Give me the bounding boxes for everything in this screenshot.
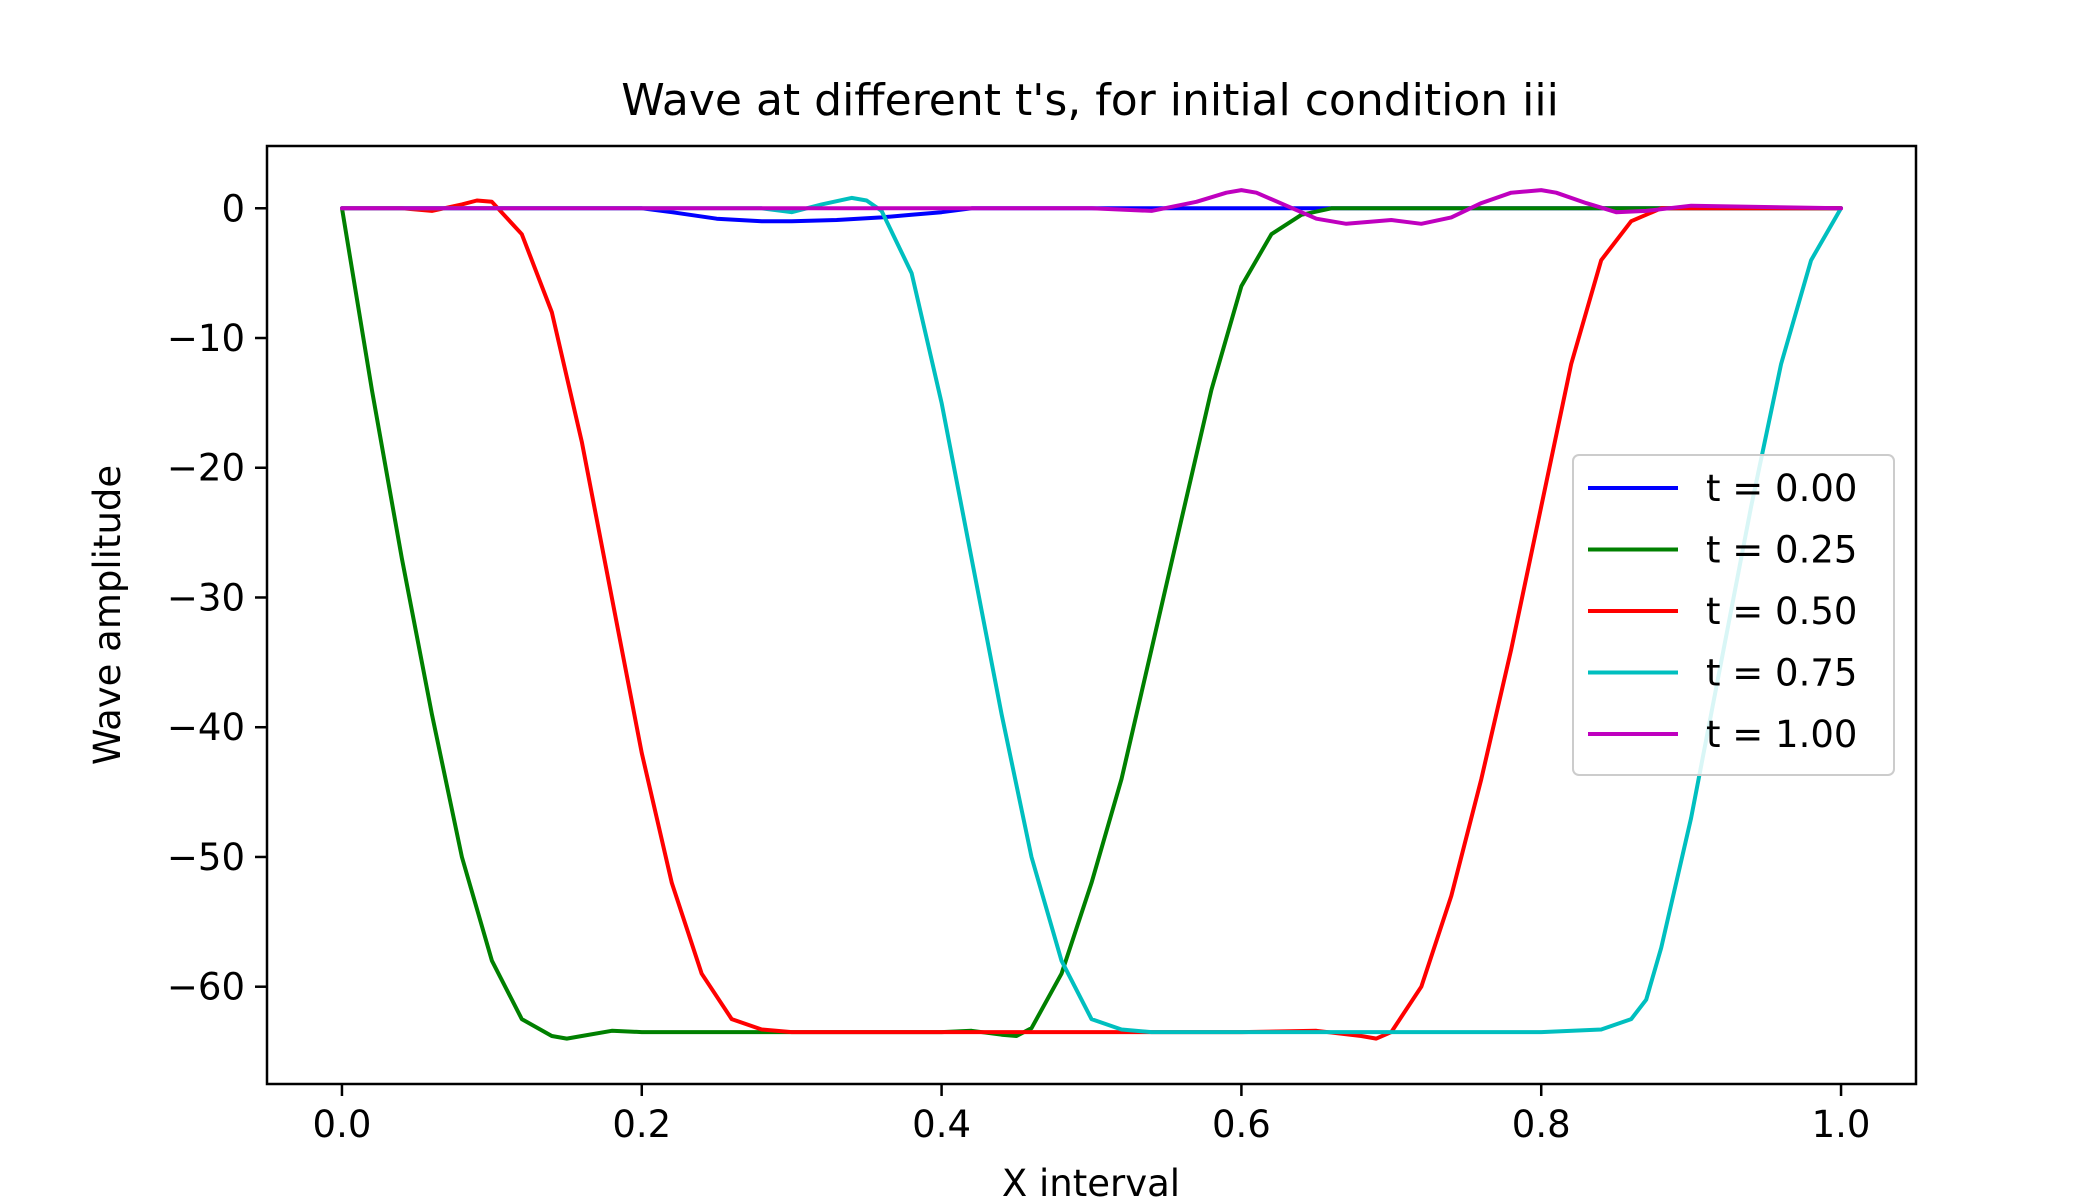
- x-tick-label: 0.8: [1512, 1103, 1571, 1146]
- y-axis-label: Wave amplitude: [86, 465, 129, 765]
- y-tick-label: 0: [221, 187, 245, 230]
- y-tick-label: −50: [167, 836, 245, 879]
- x-axis-label: X interval: [1002, 1162, 1180, 1200]
- y-tick-label: −60: [167, 966, 245, 1009]
- legend-label: t = 1.00: [1706, 713, 1857, 756]
- legend-label: t = 0.50: [1706, 590, 1857, 633]
- legend: t = 0.00 t = 0.25 t = 0.50 t = 0.75 t = 1.00: [1572, 454, 1895, 776]
- y-tick-label: −30: [167, 576, 245, 619]
- x-tick-label: 0.6: [1212, 1103, 1271, 1146]
- y-axis: 0 −10 −20 −30 −40 −50 −60: [167, 187, 267, 1009]
- x-tick-label: 0.0: [313, 1103, 372, 1146]
- legend-box: [1572, 454, 1895, 776]
- series-line-1: [340, 206, 1843, 1041]
- x-tick-label: 0.2: [612, 1103, 671, 1146]
- y-tick-label: −20: [167, 447, 245, 490]
- legend-label: t = 0.75: [1706, 652, 1857, 695]
- x-tick-label: 0.4: [912, 1103, 971, 1146]
- y-tick-label: −10: [167, 317, 245, 360]
- legend-label: t = 0.25: [1706, 529, 1857, 572]
- y-tick-label: −40: [167, 706, 245, 749]
- axes-frame: [265, 144, 1918, 1086]
- chart-title: Wave at different t's, for initial condi…: [621, 75, 1559, 126]
- series-layer: [340, 188, 1843, 1041]
- series-line-4: [340, 188, 1843, 226]
- x-tick-label: 1.0: [1812, 1103, 1871, 1146]
- legend-label: t = 0.00: [1706, 467, 1857, 510]
- x-axis: 0.0 0.2 0.4 0.6 0.8 1.0: [313, 1084, 1871, 1146]
- series-line-3: [340, 195, 1843, 1035]
